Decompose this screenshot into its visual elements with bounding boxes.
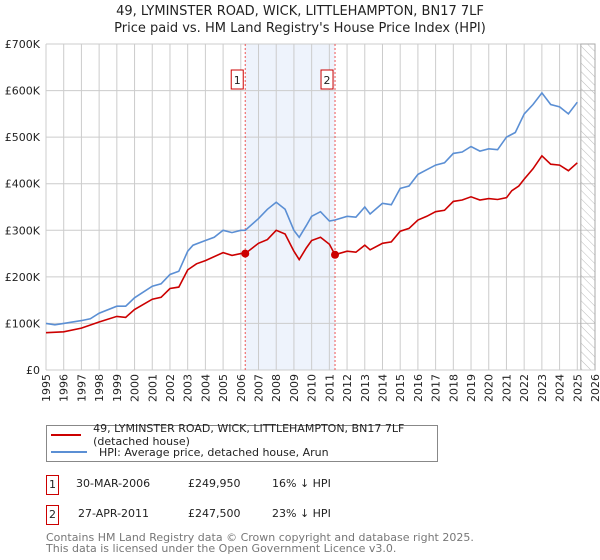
x-tick-label: 2019 [465, 374, 478, 402]
sale-badge-label: 1 [234, 74, 241, 87]
legend-swatch-property [51, 434, 82, 436]
footer-licence: This data is licensed under the Open Gov… [46, 542, 397, 555]
x-tick-label: 2005 [217, 374, 230, 402]
x-tick-label: 2009 [288, 374, 301, 402]
sale-point [241, 249, 250, 258]
ownership-shade [245, 44, 336, 370]
y-tick-label: £100K [5, 317, 41, 330]
hpi-line [45, 91, 578, 326]
x-tick-label: 2018 [447, 374, 460, 402]
x-tick-label: 2001 [146, 374, 159, 402]
x-tick-label: 2015 [394, 374, 407, 402]
footer: Contains HM Land Registry data © Crown c… [46, 532, 474, 554]
x-tick-label: 1997 [75, 374, 88, 402]
x-tick-label: 2023 [536, 374, 549, 402]
transaction-badge: 2 [46, 505, 59, 525]
x-tick-label: 2007 [253, 374, 266, 402]
transaction-price: £247,500 [188, 507, 241, 520]
sale-badge-label: 2 [324, 74, 331, 87]
x-tick-label: 2021 [500, 374, 513, 402]
legend-label-property: 49, LYMINSTER ROAD, WICK, LITTLEHAMPTON,… [93, 422, 405, 448]
y-tick-label: £300K [5, 224, 41, 237]
forecast-hatch [580, 43, 596, 371]
x-tick-label: 2000 [129, 374, 142, 402]
x-tick-label: 2014 [376, 374, 389, 402]
y-tick-label: £500K [5, 131, 41, 144]
price-chart: 1995 1996 1997 1998 1999 2000 2001 2002 2003 2004… [5, 38, 600, 402]
y-tick-label: £200K [5, 271, 41, 284]
x-tick-label: 1999 [111, 374, 124, 402]
x-tick-label: 2008 [270, 374, 283, 402]
transaction-date: 27-APR-2011 [78, 507, 150, 520]
footer-copyright: Contains HM Land Registry data © Crown c… [46, 531, 474, 544]
sale-badge [230, 69, 244, 90]
x-tick-label: 2020 [483, 374, 496, 402]
transaction-price: £249,950 [188, 477, 241, 490]
legend-label-hpi: HPI: Average price, detached house, Arun [99, 445, 329, 459]
sale-point [331, 250, 340, 259]
x-tick-label: 2011 [323, 374, 336, 402]
chart-title: 49, LYMINSTER ROAD, WICK, LITTLEHAMPTON,… [116, 4, 484, 19]
x-tick-label: 2026 [589, 374, 600, 402]
legend-item-property: 49, LYMINSTER ROAD, WICK, LITTLEHAMPTON,… [51, 422, 437, 448]
x-tick-label: 2025 [571, 374, 584, 402]
legend: 49, LYMINSTER ROAD, WICK, LITTLEHAMPTON,… [46, 422, 438, 462]
x-tick-label: 2017 [430, 374, 443, 402]
x-tick-label: 2013 [359, 374, 372, 402]
y-tick-label: £700K [5, 38, 41, 51]
x-tick-label: 1998 [93, 374, 106, 402]
legend-item-hpi: HPI: Average price, detached house, Arun [51, 444, 329, 460]
transaction-date: 30-MAR-2006 [76, 477, 151, 490]
x-tick-label: 2012 [341, 374, 354, 402]
x-tick-label: 1996 [58, 374, 71, 402]
sale-badge [320, 69, 334, 90]
x-tick-label: 2006 [235, 374, 248, 402]
x-tick-label: 2004 [199, 374, 212, 402]
x-tick-label: 2024 [554, 374, 567, 402]
legend-swatch-hpi [51, 451, 87, 453]
x-tick-label: 2016 [412, 374, 425, 402]
y-tick-label: £0 [26, 364, 40, 377]
y-tick-label: £600K [5, 85, 41, 98]
transaction-hpi-diff: 23% ↓ HPI [272, 507, 331, 520]
x-tick-label: 1995 [40, 374, 53, 402]
transaction-badge: 1 [46, 475, 59, 495]
x-tick-label: 2022 [518, 374, 531, 402]
x-tick-label: 2003 [182, 374, 195, 402]
y-tick-label: £400K [5, 178, 41, 191]
x-tick-label: 2010 [306, 374, 319, 402]
transaction-hpi-diff: 16% ↓ HPI [272, 477, 331, 490]
x-tick-label: 2002 [164, 374, 177, 402]
chart-subtitle: Price paid vs. HM Land Registry's House … [114, 21, 486, 36]
